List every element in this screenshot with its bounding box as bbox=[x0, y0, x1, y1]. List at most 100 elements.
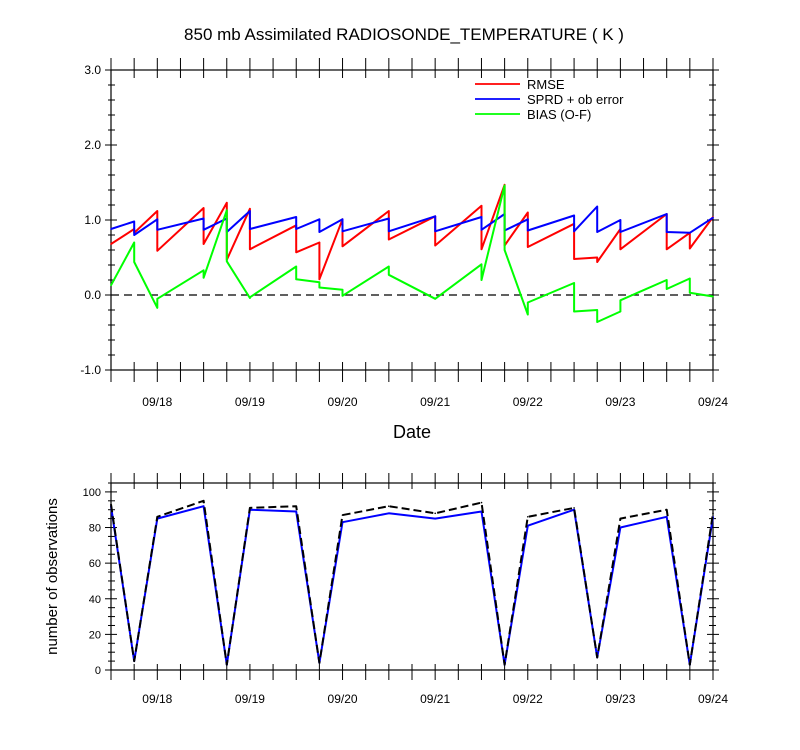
y-tick-label: 2.0 bbox=[84, 138, 101, 152]
data-point bbox=[110, 503, 112, 506]
data-point bbox=[434, 517, 437, 520]
data-point bbox=[133, 220, 135, 223]
data-point bbox=[202, 500, 205, 502]
data-point bbox=[480, 205, 483, 207]
data-point bbox=[480, 501, 483, 504]
data-point bbox=[619, 299, 622, 302]
data-point bbox=[202, 269, 205, 272]
data-point bbox=[619, 517, 622, 520]
series-line-assimilated bbox=[110, 505, 714, 666]
series-line-bias-o-f- bbox=[110, 184, 714, 323]
x-tick-label: 09/20 bbox=[328, 692, 358, 706]
x-tick-label: 09/22 bbox=[513, 692, 543, 706]
data-point bbox=[689, 247, 691, 250]
data-point bbox=[573, 230, 575, 233]
data-point bbox=[596, 261, 598, 263]
data-point bbox=[503, 249, 506, 251]
data-point bbox=[480, 279, 483, 281]
data-point bbox=[226, 209, 228, 212]
data-point bbox=[249, 507, 251, 509]
data-point bbox=[202, 505, 205, 508]
data-point bbox=[388, 274, 390, 276]
data-point bbox=[480, 263, 483, 266]
x-tick-label: 09/23 bbox=[605, 395, 635, 409]
data-point bbox=[527, 218, 529, 221]
legend-label: RMSE bbox=[527, 77, 565, 92]
data-point bbox=[156, 229, 159, 231]
data-point bbox=[665, 231, 668, 233]
data-point bbox=[110, 228, 112, 230]
data-point bbox=[133, 660, 135, 662]
data-point bbox=[573, 258, 575, 260]
data-point bbox=[480, 248, 483, 251]
data-point bbox=[596, 309, 598, 311]
data-point bbox=[226, 663, 228, 666]
data-point bbox=[527, 313, 529, 316]
y-tick-label: 3.0 bbox=[84, 63, 101, 77]
data-point bbox=[202, 277, 205, 279]
data-point bbox=[156, 307, 159, 309]
data-point bbox=[619, 526, 622, 529]
data-point bbox=[318, 218, 321, 221]
y-tick-label: 80 bbox=[89, 523, 101, 535]
y-axis-label: number of observations bbox=[44, 498, 61, 655]
x-tick-label: 09/24 bbox=[698, 395, 728, 409]
data-point bbox=[341, 289, 344, 291]
data-point bbox=[295, 510, 298, 513]
series-line-possible bbox=[110, 499, 714, 666]
data-point bbox=[388, 217, 390, 220]
data-point bbox=[156, 298, 159, 300]
data-point bbox=[434, 298, 437, 300]
data-point bbox=[665, 508, 668, 511]
data-point bbox=[573, 214, 575, 217]
data-point bbox=[341, 230, 344, 233]
data-point bbox=[619, 248, 622, 251]
data-point bbox=[665, 288, 668, 290]
data-point bbox=[110, 243, 112, 245]
data-point bbox=[434, 230, 437, 233]
y-tick-label: 0 bbox=[95, 665, 101, 677]
data-point bbox=[573, 310, 575, 313]
data-point bbox=[596, 231, 598, 233]
data-point bbox=[249, 210, 251, 212]
data-point bbox=[202, 243, 205, 245]
data-point bbox=[388, 238, 390, 241]
data-point bbox=[295, 505, 298, 508]
data-point bbox=[133, 241, 135, 244]
data-point bbox=[318, 231, 321, 233]
data-point bbox=[249, 208, 251, 210]
data-point bbox=[388, 505, 390, 508]
data-point bbox=[318, 662, 321, 664]
data-point bbox=[689, 277, 691, 280]
data-point bbox=[712, 512, 714, 515]
data-point bbox=[388, 230, 390, 233]
y-tick-label: 20 bbox=[89, 629, 101, 641]
x-tick-label: 09/21 bbox=[420, 692, 450, 706]
data-point bbox=[596, 656, 598, 659]
data-point bbox=[388, 210, 390, 212]
data-point bbox=[156, 516, 159, 518]
x-tick-label: 09/19 bbox=[235, 692, 265, 706]
data-point bbox=[295, 278, 298, 281]
data-point bbox=[249, 296, 251, 299]
data-point bbox=[249, 248, 251, 251]
data-point bbox=[295, 228, 298, 230]
observations-panel: 09/18 09/19 09/20 09/21 09/22 09/23 09/24 0 20 40… bbox=[44, 473, 728, 706]
data-point bbox=[202, 229, 205, 231]
data-point bbox=[226, 260, 228, 263]
data-point bbox=[503, 663, 506, 666]
data-point bbox=[133, 261, 135, 263]
series-line-rmse bbox=[110, 183, 714, 281]
bias-rmse-panel: 09/18 09/19 09/20 09/21 09/22 09/23 09/24 -1.0 0… bbox=[80, 25, 728, 442]
data-point bbox=[689, 292, 691, 294]
data-point bbox=[202, 217, 205, 220]
data-point bbox=[156, 250, 159, 252]
y-tick-label: -1.0 bbox=[80, 363, 101, 377]
data-point bbox=[689, 663, 691, 666]
data-point bbox=[341, 295, 344, 297]
data-point bbox=[202, 207, 205, 209]
data-point bbox=[156, 210, 159, 212]
data-point bbox=[480, 229, 483, 231]
data-point bbox=[110, 284, 112, 287]
